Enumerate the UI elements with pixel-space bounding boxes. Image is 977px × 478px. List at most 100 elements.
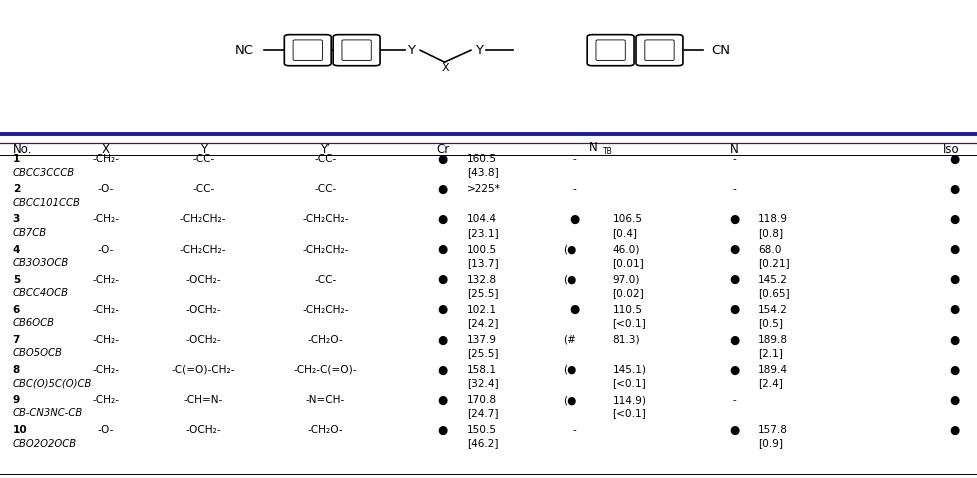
- Text: -CH₂CH₂-: -CH₂CH₂-: [302, 245, 349, 254]
- Text: -CH₂-: -CH₂-: [92, 365, 119, 375]
- Text: ●: ●: [950, 183, 959, 196]
- Text: ●: ●: [570, 303, 579, 316]
- Text: -: -: [573, 185, 576, 194]
- Text: 100.5: 100.5: [467, 245, 497, 254]
- Text: -CC-: -CC-: [315, 185, 336, 194]
- Text: 132.8: 132.8: [467, 275, 497, 284]
- Text: -CH₂CH₂-: -CH₂CH₂-: [180, 245, 227, 254]
- Text: ●: ●: [950, 243, 959, 256]
- Text: ●: ●: [730, 243, 740, 256]
- Text: 114.9): 114.9): [613, 395, 647, 405]
- Text: 2: 2: [13, 185, 21, 194]
- Text: 8: 8: [13, 365, 21, 375]
- Text: (●: (●: [563, 395, 576, 405]
- Text: 145.2: 145.2: [758, 275, 788, 284]
- Text: -CH₂-: -CH₂-: [92, 305, 119, 315]
- Text: -CH₂CH₂-: -CH₂CH₂-: [180, 215, 227, 224]
- Text: N: N: [731, 142, 739, 156]
- Text: -CC-: -CC-: [315, 154, 336, 164]
- Text: ●: ●: [570, 213, 579, 226]
- Text: X: X: [102, 142, 109, 156]
- Text: CBCC3CCCB: CBCC3CCCB: [13, 168, 75, 177]
- Text: 102.1: 102.1: [467, 305, 497, 315]
- Text: TB: TB: [603, 147, 613, 156]
- Text: N: N: [589, 141, 598, 154]
- Text: ●: ●: [438, 183, 447, 196]
- Text: CBO2O2OCB: CBO2O2OCB: [13, 439, 77, 448]
- FancyBboxPatch shape: [333, 35, 380, 65]
- Text: Y′: Y′: [320, 142, 330, 156]
- Text: [25.5]: [25.5]: [467, 348, 498, 358]
- Text: -: -: [733, 154, 737, 164]
- Text: 68.0: 68.0: [758, 245, 782, 254]
- Text: -CH₂O-: -CH₂O-: [308, 425, 343, 435]
- Text: CB7CB: CB7CB: [13, 228, 47, 238]
- Text: Y: Y: [475, 43, 483, 57]
- Text: ●: ●: [950, 333, 959, 347]
- FancyBboxPatch shape: [587, 35, 634, 65]
- Text: -: -: [573, 425, 576, 435]
- Text: -CH₂-C(=O)-: -CH₂-C(=O)-: [294, 365, 357, 375]
- Text: 157.8: 157.8: [758, 425, 788, 435]
- Text: ●: ●: [730, 213, 740, 226]
- Text: ●: ●: [950, 363, 959, 377]
- Text: 6: 6: [13, 305, 21, 315]
- Text: -O-: -O-: [98, 425, 113, 435]
- Text: 1: 1: [13, 154, 21, 164]
- Text: 81.3): 81.3): [613, 335, 640, 345]
- Text: [0.02]: [0.02]: [613, 288, 644, 298]
- Text: -CC-: -CC-: [192, 185, 214, 194]
- Text: 145.1): 145.1): [613, 365, 647, 375]
- Text: 4: 4: [13, 245, 21, 254]
- Text: X: X: [442, 64, 449, 73]
- Text: -CC-: -CC-: [192, 154, 214, 164]
- Text: 9: 9: [13, 395, 20, 405]
- Text: ●: ●: [438, 243, 447, 256]
- Text: [25.5]: [25.5]: [467, 288, 498, 298]
- Text: -CH₂-: -CH₂-: [92, 395, 119, 405]
- Text: 5: 5: [13, 275, 20, 284]
- Text: ●: ●: [730, 424, 740, 437]
- Text: -CH₂CH₂-: -CH₂CH₂-: [302, 305, 349, 315]
- Text: -CH₂-: -CH₂-: [92, 154, 119, 164]
- Text: 10: 10: [13, 425, 27, 435]
- Text: 170.8: 170.8: [467, 395, 497, 405]
- Text: ●: ●: [730, 363, 740, 377]
- Text: [<0.1]: [<0.1]: [613, 409, 647, 418]
- Text: >225*: >225*: [467, 185, 501, 194]
- Text: CB6OCB: CB6OCB: [13, 318, 55, 328]
- Text: CBCC4OCB: CBCC4OCB: [13, 288, 68, 298]
- Text: [2.1]: [2.1]: [758, 348, 783, 358]
- Text: [24.2]: [24.2]: [467, 318, 498, 328]
- Text: 160.5: 160.5: [467, 154, 497, 164]
- Text: (#: (#: [563, 335, 575, 345]
- Text: -N=CH-: -N=CH-: [306, 395, 345, 405]
- Text: [2.4]: [2.4]: [758, 379, 783, 388]
- Text: ●: ●: [438, 363, 447, 377]
- Text: ●: ●: [950, 213, 959, 226]
- Text: [<0.1]: [<0.1]: [613, 318, 647, 328]
- Text: -CH₂-: -CH₂-: [92, 275, 119, 284]
- Text: -CH₂-: -CH₂-: [92, 335, 119, 345]
- Text: -O-: -O-: [98, 185, 113, 194]
- Text: Y: Y: [407, 43, 415, 57]
- Text: CBCC101CCB: CBCC101CCB: [13, 198, 80, 207]
- Text: 110.5: 110.5: [613, 305, 643, 315]
- Text: 158.1: 158.1: [467, 365, 497, 375]
- Text: 46.0): 46.0): [613, 245, 640, 254]
- Text: ●: ●: [438, 273, 447, 286]
- Text: [46.2]: [46.2]: [467, 439, 498, 448]
- Text: [32.4]: [32.4]: [467, 379, 498, 388]
- Text: ●: ●: [438, 424, 447, 437]
- Text: [0.5]: [0.5]: [758, 318, 784, 328]
- Text: 106.5: 106.5: [613, 215, 643, 224]
- Text: -CH₂O-: -CH₂O-: [308, 335, 343, 345]
- Text: CB-CN3NC-CB: CB-CN3NC-CB: [13, 409, 83, 418]
- Text: NC: NC: [235, 43, 254, 57]
- Text: ●: ●: [438, 213, 447, 226]
- Text: [0.65]: [0.65]: [758, 288, 789, 298]
- Text: ●: ●: [730, 273, 740, 286]
- Text: -O-: -O-: [98, 245, 113, 254]
- Text: [13.7]: [13.7]: [467, 258, 498, 268]
- Text: -CC-: -CC-: [315, 275, 336, 284]
